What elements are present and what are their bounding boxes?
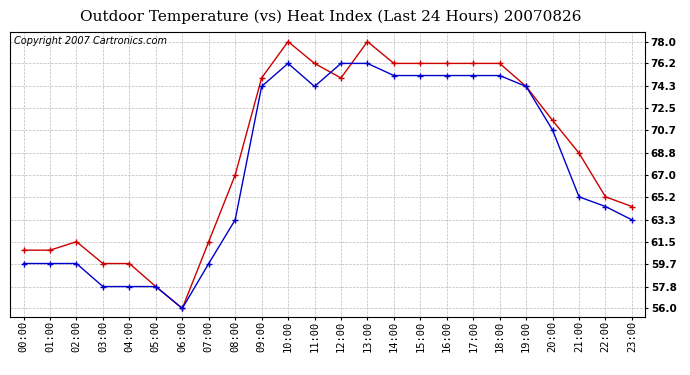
Text: Copyright 2007 Cartronics.com: Copyright 2007 Cartronics.com [14,36,166,46]
Text: Outdoor Temperature (vs) Heat Index (Last 24 Hours) 20070826: Outdoor Temperature (vs) Heat Index (Las… [81,9,582,24]
